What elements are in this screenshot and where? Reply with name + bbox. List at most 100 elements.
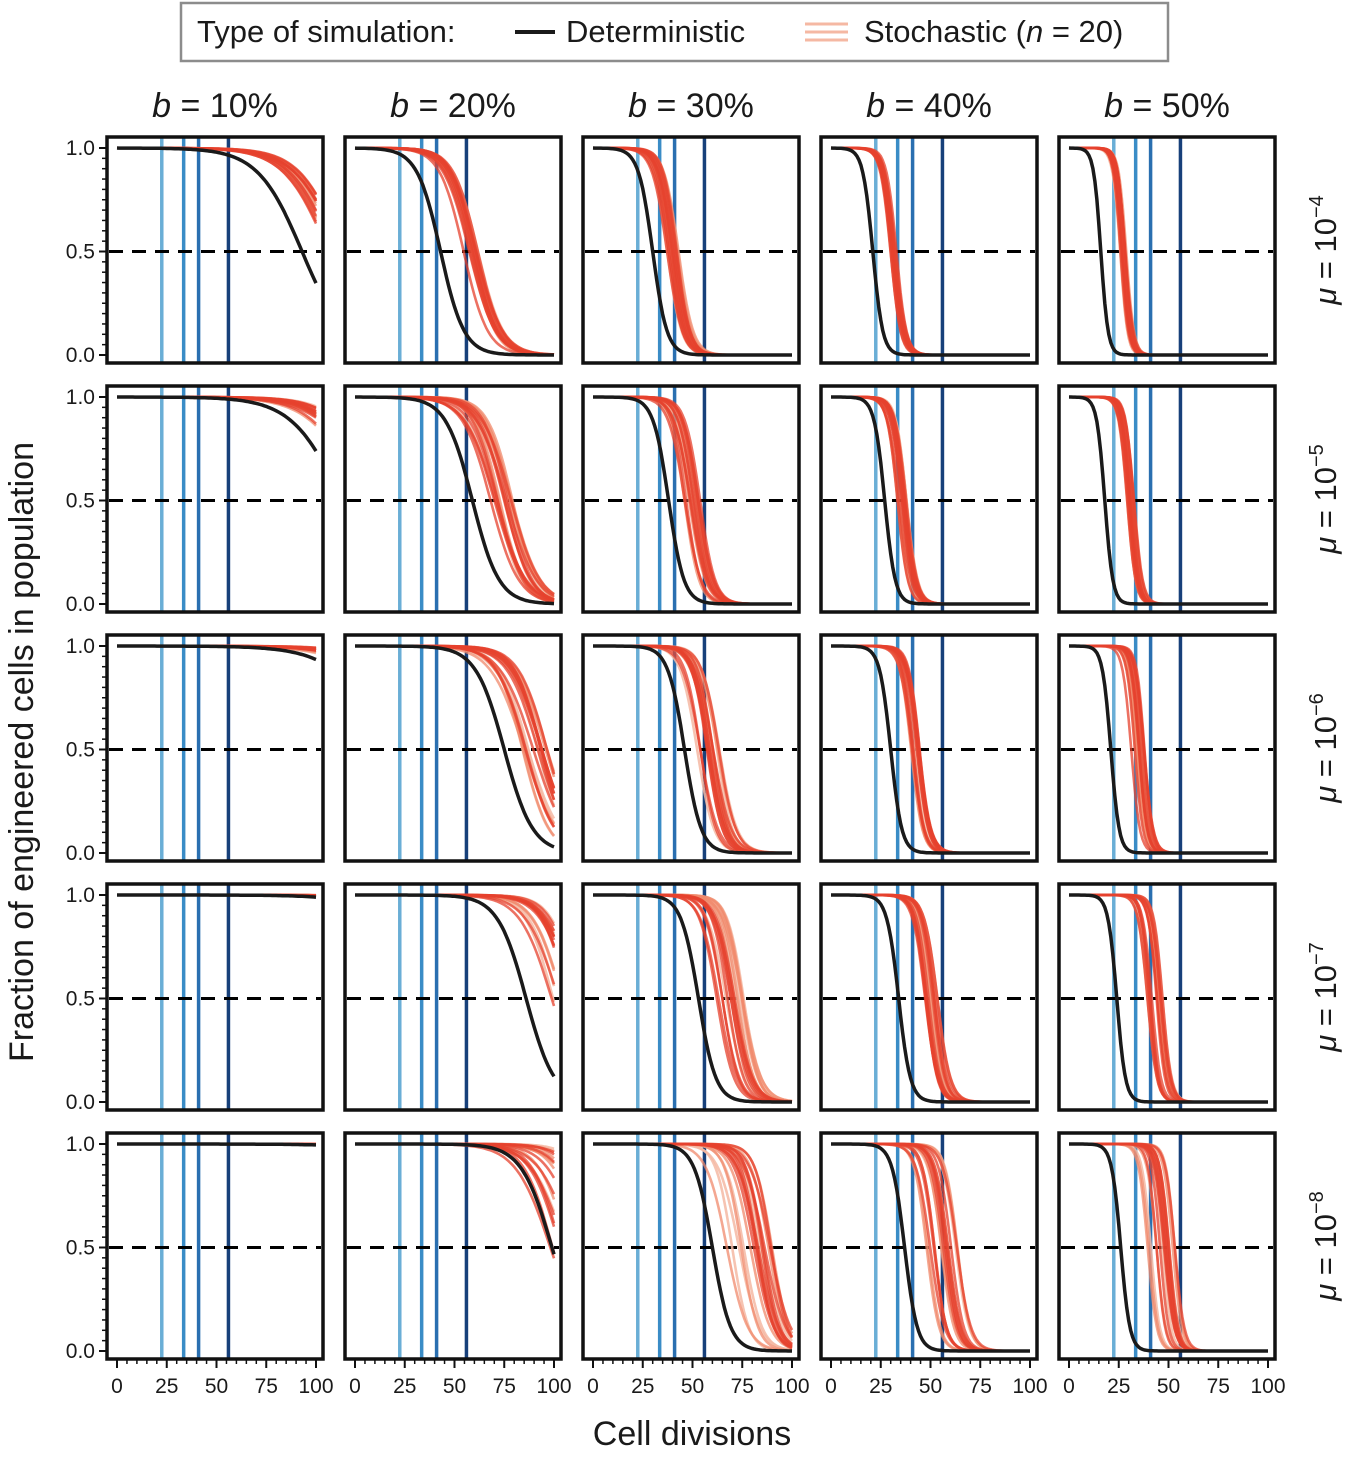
stochastic-series-line (1069, 644, 1268, 855)
stochastic-series-line (831, 395, 1030, 606)
stochastic-series-line (593, 146, 792, 357)
y-tick-label: 1.0 (66, 137, 95, 160)
y-axis-label: Fraction of engineered cells in populati… (3, 442, 41, 1062)
stochastic-series-line (593, 146, 792, 357)
panel-r2-c1: 0.0 0.5 1.0 (66, 384, 325, 616)
stochastic-series-line (831, 146, 1030, 357)
x-axis-label: Cell divisions (593, 1415, 791, 1453)
stochastic-series-line (1069, 146, 1268, 357)
column-header-1: b = 10% (152, 87, 278, 125)
deterministic-series-line (593, 644, 792, 855)
column-headers: b = 10% b = 20% b = 30% b = 40% b = 50% (152, 87, 1230, 125)
stochastic-series-line (1069, 644, 1268, 855)
stochastic-series-line (1069, 644, 1268, 855)
stochastic-series-line (831, 395, 1030, 606)
deterministic-series-line (117, 1142, 316, 1147)
stochastic-series-line (593, 146, 792, 357)
panel-r3-c5 (1057, 633, 1277, 863)
x-tick-label: 75 (731, 1375, 754, 1398)
stochastic-series-line (593, 893, 793, 1104)
stochastic-series-line (593, 893, 792, 1103)
legend-title: Type of simulation: (197, 14, 455, 49)
panel-r2-c3 (581, 384, 801, 614)
panel-frame (343, 882, 563, 1112)
x-tick-label: 0 (349, 1375, 361, 1398)
stochastic-series-line (593, 146, 792, 357)
stochastic-series-line (831, 395, 1030, 606)
stochastic-series-line (355, 644, 556, 807)
stochastic-series-line (1069, 644, 1268, 855)
stochastic-series-line (117, 146, 318, 217)
x-tick-label: 75 (493, 1375, 516, 1398)
stochastic-series-line (593, 893, 793, 1103)
y-tick-label: 0.0 (66, 344, 95, 367)
stochastic-series-line (1069, 146, 1268, 357)
stochastic-series-line (1069, 644, 1268, 855)
column-header-2: b = 20% (390, 87, 516, 125)
stochastic-series-line (831, 146, 1030, 357)
stochastic-series-line (831, 395, 1030, 606)
stochastic-series-line (593, 893, 792, 1104)
stochastic-series-line (593, 395, 792, 606)
stochastic-series-line (1069, 146, 1268, 357)
x-tick-label: 25 (631, 1375, 654, 1398)
panel-frame (581, 384, 801, 614)
x-tick-label: 25 (1107, 1375, 1130, 1398)
deterministic-series-line (830, 146, 1030, 357)
stochastic-series-line (831, 395, 1030, 606)
stochastic-series-line (831, 146, 1030, 357)
stochastic-series-line (1069, 146, 1268, 357)
x-tick-label: 100 (774, 1375, 809, 1398)
panel-frame (105, 1131, 325, 1361)
stochastic-series-line (831, 395, 1030, 606)
stochastic-series-line (831, 395, 1030, 606)
stochastic-series-line (1069, 644, 1268, 855)
stochastic-series-line (1069, 146, 1268, 357)
deterministic-series-line (1069, 1142, 1268, 1353)
stochastic-series-line (1069, 644, 1268, 855)
panel-frame (819, 882, 1039, 1112)
stochastic-series-line (593, 1142, 793, 1348)
stochastic-series-line (831, 395, 1030, 606)
legend-deterministic-label: Deterministic (566, 14, 745, 49)
stochastic-series-line (1069, 644, 1268, 855)
panel-r3-c4 (819, 633, 1039, 863)
stochastic-series-line (1069, 146, 1268, 357)
stochastic-series-line (1069, 893, 1268, 1104)
x-tick-label: 0 (111, 1375, 123, 1398)
stochastic-series-line (593, 146, 792, 357)
column-header-3: b = 30% (628, 87, 754, 125)
stochastic-series-line (831, 395, 1030, 606)
stochastic-series-line (593, 893, 792, 1104)
stochastic-series-line (1069, 146, 1268, 357)
stochastic-series-line (831, 146, 1030, 357)
panel-frame (105, 135, 325, 365)
stochastic-series-line (1069, 146, 1268, 357)
stochastic-series-line (1069, 644, 1268, 855)
panel-r5-c2: 0 25 50 75 100 (343, 1131, 572, 1398)
row-headers: μ = 10−4 μ = 10−5 μ = 10−6 μ = 10−7 μ = 10−8 (1306, 195, 1343, 1302)
stochastic-series-line (1069, 644, 1268, 855)
stochastic-series-line (831, 146, 1030, 357)
legend-stochastic-swatch (805, 22, 848, 42)
panel-r5-c1: 0.0 0.5 1.0 0 25 50 75 100 (66, 1131, 334, 1398)
stochastic-series-line (593, 146, 792, 357)
stochastic-series-line (355, 644, 556, 808)
stochastic-series-line (831, 146, 1030, 357)
panel-r4-c3 (581, 882, 801, 1112)
stochastic-series-line (831, 395, 1030, 606)
panel-r4-c2 (343, 882, 563, 1112)
stochastic-series-line (1069, 146, 1268, 357)
stochastic-series-line (831, 146, 1030, 357)
stochastic-series-line (1069, 644, 1268, 855)
y-tick-label: 1.0 (66, 386, 95, 409)
deterministic-series-line (831, 644, 1030, 855)
stochastic-series-line (1069, 644, 1268, 855)
y-tick-label: 0.5 (66, 490, 95, 513)
x-tick-label: 0 (587, 1375, 599, 1398)
panel-frame (105, 633, 325, 863)
stochastic-series-line (593, 146, 792, 357)
deterministic-series-line (831, 395, 1030, 606)
deterministic-series-line (593, 893, 792, 1104)
y-tick-label: 1.0 (66, 635, 95, 658)
